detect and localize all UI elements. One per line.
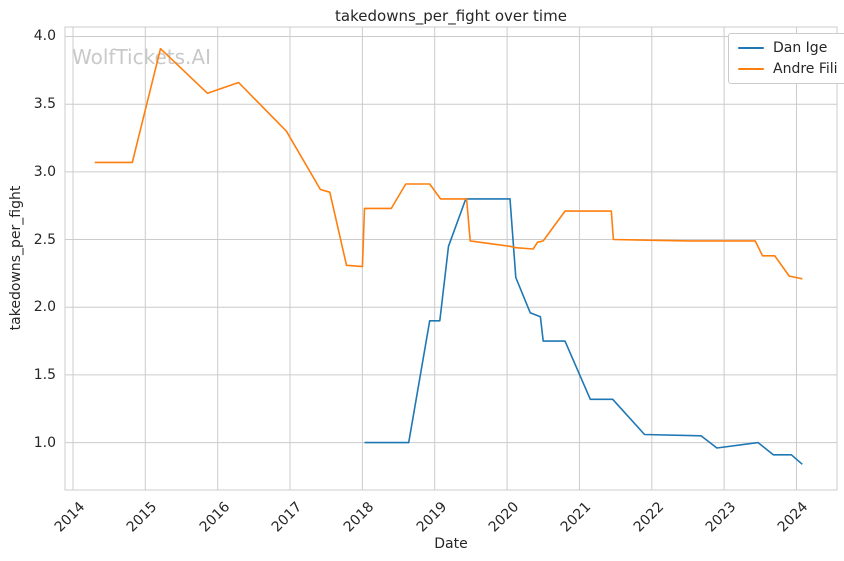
series-line-dan-ige <box>364 198 803 465</box>
legend-line-sample-andre-fili <box>738 68 764 70</box>
x-axis-label: Date <box>434 536 468 552</box>
y-tick-label: 4.0 <box>33 28 56 45</box>
legend: Dan Ige Andre Fili <box>728 33 844 84</box>
y-tick-label: 1.0 <box>33 434 56 451</box>
y-tick-label: 3.0 <box>33 163 56 180</box>
chart-title: takedowns_per_fight over time <box>335 7 567 25</box>
legend-item-dan-ige: Dan Ige <box>738 40 838 56</box>
legend-label: Dan Ige <box>773 40 828 56</box>
y-tick-label: 1.5 <box>33 366 56 383</box>
y-tick-label: 2.0 <box>33 299 56 316</box>
y-tick-label: 2.5 <box>33 231 56 248</box>
legend-label: Andre Fili <box>773 61 838 77</box>
legend-line-sample-dan-ige <box>738 47 764 49</box>
y-tick-label: 3.5 <box>33 96 56 113</box>
series-line-andre-fili <box>94 47 803 280</box>
plot-border <box>64 26 838 491</box>
watermark: WolfTickets.AI <box>72 45 211 69</box>
y-axis-label: takedowns_per_fight <box>8 185 24 331</box>
legend-item-andre-fili: Andre Fili <box>738 61 838 77</box>
